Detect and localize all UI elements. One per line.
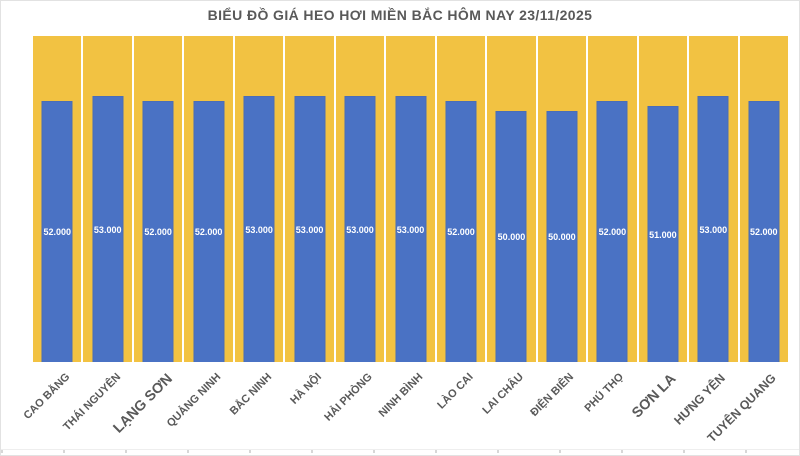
value-label: 50.000 — [548, 232, 576, 243]
category-background-column: 52.000 — [739, 36, 789, 362]
value-label: 53.000 — [699, 224, 728, 235]
price-bar: 53.000 — [294, 96, 326, 362]
value-label: 53.000 — [93, 224, 122, 235]
x-axis-label: CAO BẰNG — [21, 371, 73, 422]
price-bar: 52.000 — [193, 101, 225, 362]
x-axis-label: LÀO CAI — [434, 371, 476, 412]
category-background-column: 53.000 — [234, 36, 284, 362]
x-axis-label: TUYÊN QUANG — [704, 371, 779, 446]
category-background-column: 52.000 — [184, 36, 233, 362]
price-bar: 52.000 — [41, 101, 73, 362]
x-axis-label: LẠNG SƠN — [110, 371, 177, 437]
category-background-column: 50.000 — [537, 36, 587, 362]
value-label: 53.000 — [346, 224, 374, 235]
price-bar: 52.000 — [142, 101, 174, 362]
x-axis-label: THÁI NGUYÊN — [60, 371, 123, 434]
category-background-column: 50.000 — [487, 36, 536, 362]
price-bar: 52.000 — [445, 101, 477, 362]
category-background-column: 51.000 — [638, 36, 688, 362]
value-label: 52.000 — [144, 227, 172, 238]
x-axis-line — [1, 449, 799, 454]
x-axis-label: QUẢNG NINH — [165, 371, 224, 430]
category-background-column: 53.000 — [285, 36, 334, 362]
value-label: 52.000 — [447, 227, 475, 238]
x-axis-label: ĐIỆN BIÊN — [528, 371, 576, 419]
value-label: 51.000 — [649, 229, 677, 240]
price-bar: 53.000 — [344, 96, 376, 362]
x-axis-label: LAI CHÂU — [480, 371, 526, 417]
x-axis-label: HÀ NỘI — [288, 371, 325, 407]
plot-area: 52.000 53.000 52.000 52.000 53.000 53.000 53.0… — [33, 36, 789, 362]
x-axis-label: NINH BÌNH — [376, 371, 425, 420]
category-background-column: 52.000 — [436, 36, 486, 362]
value-label: 52.000 — [750, 227, 778, 238]
x-axis-label: SƠN LA — [629, 371, 680, 422]
category-background-column: 53.000 — [335, 36, 385, 362]
price-bar: 50.000 — [495, 111, 527, 362]
price-bar: 52.000 — [748, 101, 780, 362]
value-label: 52.000 — [43, 227, 71, 238]
category-background-column: 52.000 — [133, 36, 183, 362]
price-bar: 53.000 — [92, 96, 124, 362]
price-bar: 52.000 — [596, 101, 628, 362]
category-background-column: 52.000 — [588, 36, 637, 362]
x-axis-label: PHÚ THỌ — [582, 371, 627, 415]
value-label: 53.000 — [245, 224, 273, 235]
category-background-column: 53.000 — [689, 36, 738, 362]
x-axis-label: HẢI PHÒNG — [322, 371, 375, 424]
value-label: 50.000 — [497, 232, 526, 243]
price-bar: 53.000 — [243, 96, 275, 362]
chart-title: BIỂU ĐỒ GIÁ HEO HƠI MIỀN BẮC HÔM NAY 23/… — [207, 7, 593, 23]
price-bar: 50.000 — [546, 111, 578, 362]
x-axis-label: HƯNG YÊN — [671, 371, 729, 428]
x-axis-label: BẮC NINH — [227, 371, 274, 418]
value-label: 53.000 — [295, 224, 324, 235]
value-label: 53.000 — [396, 224, 425, 235]
category-background-column: 53.000 — [83, 36, 132, 362]
price-bar: 53.000 — [395, 96, 427, 362]
category-background-column: 53.000 — [386, 36, 435, 362]
category-background-column: 52.000 — [33, 36, 82, 362]
price-bar: 51.000 — [647, 106, 679, 362]
price-bar: 53.000 — [697, 96, 729, 362]
value-label: 52.000 — [598, 227, 627, 238]
value-label: 52.000 — [194, 227, 223, 238]
